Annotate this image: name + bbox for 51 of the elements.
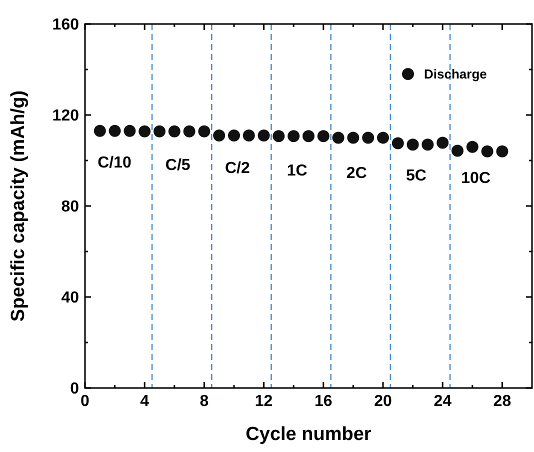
- point: [228, 129, 240, 142]
- annotation: 10C: [461, 170, 491, 188]
- annotation: 1C: [286, 162, 308, 180]
- point: [288, 130, 300, 142]
- y-tick-label: 80: [61, 198, 80, 216]
- annotation: C/5: [165, 157, 190, 174]
- x-tick-label: 24: [434, 393, 452, 410]
- point: [406, 138, 419, 151]
- point: [377, 132, 389, 144]
- point: [392, 137, 404, 150]
- annotation: 2C: [346, 165, 368, 182]
- point: [332, 132, 344, 144]
- y-tick-label: 160: [52, 16, 80, 34]
- point: [198, 125, 210, 138]
- point: [138, 125, 151, 138]
- annotation: 5C: [406, 168, 427, 185]
- point: [94, 124, 106, 137]
- point: [436, 136, 449, 149]
- y-tick-label: 120: [52, 108, 80, 125]
- annotation: C/2: [224, 160, 250, 177]
- x-tick-label: 0: [80, 393, 90, 410]
- x-tick-label: 8: [200, 393, 209, 410]
- x-tick-label: 20: [374, 393, 392, 410]
- point: [168, 125, 180, 138]
- point: [481, 145, 494, 158]
- point: [466, 140, 478, 153]
- x-tick-label: 4: [140, 393, 150, 410]
- x-tick-label: 12: [254, 393, 273, 410]
- point: [183, 125, 196, 138]
- y-axis-title: Specific capacity (mAh/g): [8, 90, 29, 322]
- point: [496, 145, 508, 158]
- x-axis-title: Cycle number: [246, 424, 372, 445]
- point: [347, 132, 360, 144]
- point: [124, 124, 136, 137]
- point: [242, 129, 255, 142]
- point: [362, 132, 374, 144]
- x-tick-label: 28: [493, 393, 512, 410]
- point: [452, 144, 464, 157]
- point: [213, 129, 226, 142]
- point: [272, 130, 285, 142]
- point: [154, 125, 166, 138]
- point: [108, 124, 121, 137]
- point: [317, 130, 330, 142]
- y-tick-label: 0: [70, 380, 80, 398]
- point: [302, 130, 314, 142]
- annotation: C/10: [98, 154, 132, 172]
- x-tick-label: 16: [314, 393, 332, 410]
- y-tick-label: 40: [61, 290, 80, 307]
- point: [258, 129, 270, 142]
- point: [422, 138, 434, 151]
- legend-label: Discharge: [424, 66, 487, 82]
